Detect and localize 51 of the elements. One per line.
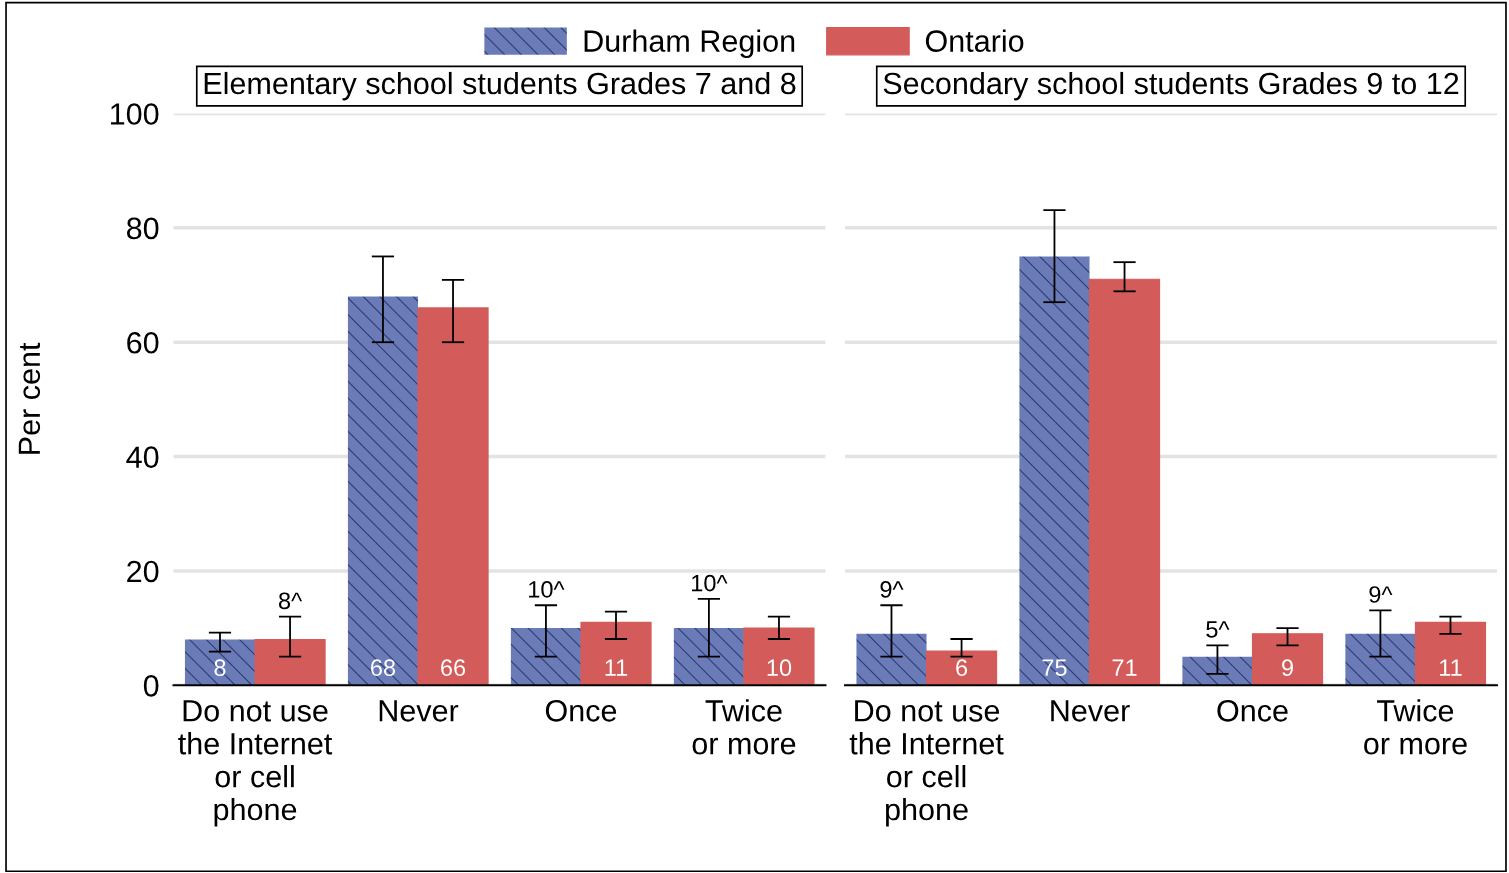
y-tick-label: 40 <box>126 446 159 468</box>
y-tick-label: 0 <box>143 675 159 697</box>
data-label: 9^ <box>1369 586 1393 603</box>
y-tick-label: 20 <box>127 560 159 583</box>
data-label: 10 <box>767 659 792 677</box>
bar <box>673 628 744 686</box>
bar <box>1251 633 1324 686</box>
y-axis-title: Per cent <box>18 342 41 454</box>
y-tick-label: 60 <box>127 331 159 354</box>
bar <box>1414 621 1487 686</box>
x-tick-label: Do not use the Internet or cell phone <box>178 700 333 827</box>
x-tick-label: Once <box>1217 700 1288 722</box>
bar <box>417 307 489 686</box>
bar <box>925 650 998 686</box>
bar <box>1019 256 1090 686</box>
bar <box>347 296 418 686</box>
data-label: 10^ <box>529 581 565 598</box>
bar <box>743 627 815 686</box>
bar <box>184 639 256 686</box>
data-label: 8^ <box>278 592 303 610</box>
data-label: 71 <box>1112 659 1137 676</box>
data-label: 9^ <box>880 581 904 598</box>
data-label: 6 <box>956 659 968 677</box>
y-tick-label: 100 <box>111 103 159 125</box>
y-tick-label: 80 <box>126 217 159 240</box>
bar <box>254 639 326 686</box>
x-tick-label: Twice or more <box>1364 699 1467 755</box>
chart-title: Elementary school students Grades 7 and 8 <box>204 71 796 101</box>
data-label: 10^ <box>692 574 728 592</box>
x-tick-label: Never <box>1051 700 1130 722</box>
data-label: 8 <box>214 659 226 677</box>
bar <box>1345 633 1416 686</box>
data-label: 5^ <box>1206 621 1230 638</box>
data-label: 68 <box>371 659 396 677</box>
legend-label: Ontario <box>925 29 1024 52</box>
data-label: 75 <box>1042 659 1067 677</box>
bar <box>510 628 581 686</box>
bar <box>580 621 652 686</box>
legend-label: Durham Region <box>584 29 795 58</box>
data-label: 11 <box>1440 659 1462 676</box>
data-label: 9 <box>1282 659 1293 677</box>
data-label: 11 <box>605 659 628 676</box>
bar <box>856 633 927 686</box>
x-tick-label: Never <box>379 700 459 722</box>
x-tick-label: Twice or more <box>692 699 796 755</box>
x-tick-label: Do not use the Internet or cell phone <box>849 700 1004 827</box>
chart-title: Secondary school students Grades 9 to 12 <box>883 71 1459 101</box>
data-label: 66 <box>441 659 466 677</box>
x-tick-label: Once <box>545 700 617 722</box>
bar <box>1182 656 1253 686</box>
bar <box>1088 278 1161 686</box>
